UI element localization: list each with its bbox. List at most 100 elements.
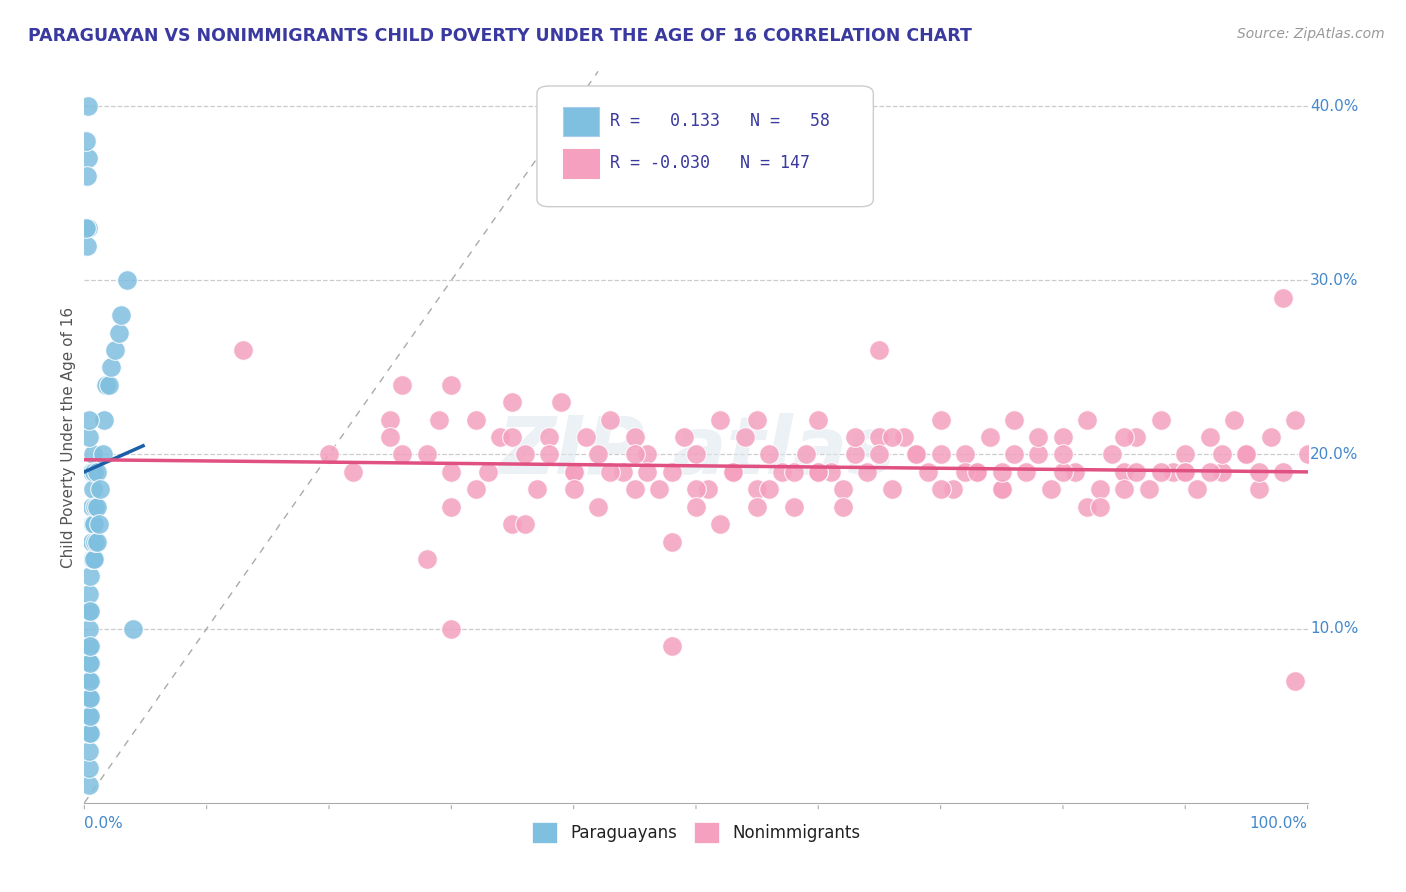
Point [86, 534, 108, 549]
Point [991, 483, 1014, 497]
Point [83, 552, 105, 566]
FancyBboxPatch shape [537, 86, 873, 207]
Point [624, 448, 647, 462]
Point [966, 465, 988, 479]
Point [489, 430, 512, 444]
Point [685, 483, 707, 497]
Point [83, 517, 105, 532]
Point [1272, 465, 1295, 479]
Point [77, 412, 100, 426]
Point [464, 483, 486, 497]
Point [1002, 448, 1025, 462]
Point [721, 465, 744, 479]
Point [1088, 483, 1111, 497]
Point [502, 430, 524, 444]
Point [77, 99, 100, 113]
Point [97, 377, 120, 392]
Point [513, 448, 536, 462]
Point [77, 726, 100, 740]
Point [1150, 465, 1173, 479]
Point [79, 726, 101, 740]
Point [1272, 291, 1295, 305]
Point [1076, 500, 1098, 514]
Text: ZIP atlas: ZIP atlas [496, 413, 896, 491]
Point [1236, 448, 1258, 462]
Point [991, 465, 1014, 479]
Point [86, 500, 108, 514]
Point [770, 465, 793, 479]
Point [79, 673, 101, 688]
Point [1247, 483, 1270, 497]
Point [91, 448, 114, 462]
Point [83, 465, 105, 479]
Point [80, 465, 103, 479]
Point [758, 483, 780, 497]
Point [104, 343, 127, 357]
Point [440, 622, 463, 636]
Point [820, 465, 842, 479]
Point [96, 377, 118, 392]
Point [502, 395, 524, 409]
Point [77, 691, 100, 706]
Point [77, 743, 100, 757]
Point [107, 326, 129, 340]
Point [979, 430, 1001, 444]
Point [100, 360, 122, 375]
Point [77, 673, 100, 688]
Point [416, 448, 439, 462]
Point [586, 500, 609, 514]
Point [1125, 430, 1147, 444]
Point [77, 622, 100, 636]
Point [1125, 465, 1147, 479]
Point [562, 465, 585, 479]
Point [538, 430, 561, 444]
Point [575, 430, 598, 444]
Point [1174, 465, 1197, 479]
Point [1114, 430, 1136, 444]
Point [1052, 465, 1074, 479]
Text: R = -0.030   N = 147: R = -0.030 N = 147 [610, 153, 810, 172]
Point [807, 465, 830, 479]
Point [807, 412, 830, 426]
Point [721, 465, 744, 479]
Point [1211, 448, 1233, 462]
Point [93, 412, 115, 426]
Point [82, 483, 104, 497]
Text: R =   0.133   N =   58: R = 0.133 N = 58 [610, 112, 831, 130]
Point [75, 221, 97, 235]
Point [1236, 448, 1258, 462]
Text: 20.0%: 20.0% [1310, 447, 1358, 462]
Point [599, 465, 621, 479]
Point [1039, 483, 1062, 497]
Point [697, 483, 720, 497]
Point [1064, 465, 1087, 479]
Point [82, 448, 104, 462]
Point [77, 708, 100, 723]
Point [747, 483, 769, 497]
Point [79, 639, 101, 653]
Point [1236, 448, 1258, 462]
Point [1002, 412, 1025, 426]
Point [1150, 412, 1173, 426]
Legend: Paraguayans, Nonimmigrants: Paraguayans, Nonimmigrants [524, 815, 868, 849]
Point [79, 569, 101, 583]
Point [612, 465, 634, 479]
Point [84, 534, 107, 549]
Point [747, 500, 769, 514]
Point [636, 448, 658, 462]
Point [342, 465, 364, 479]
Text: 30.0%: 30.0% [1310, 273, 1358, 288]
Point [1284, 412, 1306, 426]
Point [538, 448, 561, 462]
Point [416, 552, 439, 566]
Point [440, 377, 463, 392]
Point [77, 657, 100, 671]
Point [86, 465, 108, 479]
Point [869, 430, 891, 444]
Point [1028, 448, 1050, 462]
Point [1114, 465, 1136, 479]
Point [75, 134, 97, 148]
Point [880, 430, 903, 444]
Point [893, 430, 915, 444]
Point [77, 430, 100, 444]
